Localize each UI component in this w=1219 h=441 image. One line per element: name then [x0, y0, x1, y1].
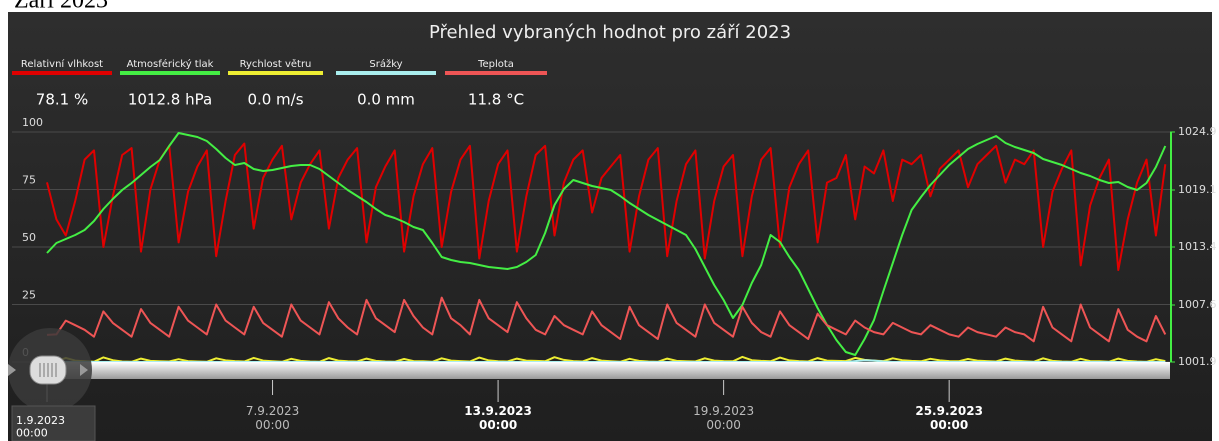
chart-title: Přehled vybraných hodnot pro září 2023	[429, 22, 791, 43]
y-tick-label: 50	[22, 231, 36, 244]
series-line	[46, 132, 1167, 356]
series-line	[46, 296, 1167, 343]
legend-value: 11.8 °C	[468, 91, 524, 109]
y2-tick-label: 1013.4	[1178, 240, 1217, 253]
y2-tick-label: 1019.1	[1178, 183, 1217, 196]
y-tick-label: 75	[22, 174, 36, 187]
legend-swatch	[12, 71, 112, 75]
y2-tick-label: 1001.9	[1178, 355, 1217, 368]
legend-label: Teplota	[477, 59, 514, 70]
handle-grip	[39, 363, 57, 377]
tooltip-box	[11, 405, 96, 441]
legend-label: Atmosférický tlak	[127, 58, 214, 70]
x-tick-label: 7.9.2023 00:00	[246, 404, 299, 432]
y-tick-label: 100	[22, 116, 43, 129]
y2-tick-label: 1024.9	[1178, 125, 1217, 138]
legend-value: 1012.8 hPa	[128, 91, 212, 109]
x-tick-label: 25.9.2023 00:00	[915, 404, 983, 432]
y2-tick-label: 1007.6	[1178, 298, 1217, 311]
legend-label: Rychlost větru	[240, 58, 312, 70]
navigator-band	[47, 362, 1170, 379]
legend-swatch	[228, 71, 323, 75]
navigator-arrows[interactable]	[8, 364, 88, 376]
series-line	[46, 355, 1166, 363]
x-tick-label: 19.9.2023 00:00	[693, 404, 754, 432]
x-tick-label: 13.9.2023 00:00	[464, 404, 532, 432]
legend-swatch	[445, 71, 547, 75]
legend-value: 0.0 m/s	[247, 91, 303, 109]
legend-value: 0.0 mm	[357, 91, 415, 109]
legend-value: 78.1 %	[36, 91, 88, 109]
legend-label: Srážky	[369, 58, 402, 70]
legend-swatch	[120, 71, 220, 75]
page-heading: Září 2023	[14, 0, 108, 14]
legend-swatch	[336, 71, 436, 75]
tooltip-label: 1.9.2023 00:00	[16, 414, 65, 440]
legend-label: Relativní vlhkost	[21, 58, 103, 70]
y-tick-label: 25	[22, 289, 36, 302]
